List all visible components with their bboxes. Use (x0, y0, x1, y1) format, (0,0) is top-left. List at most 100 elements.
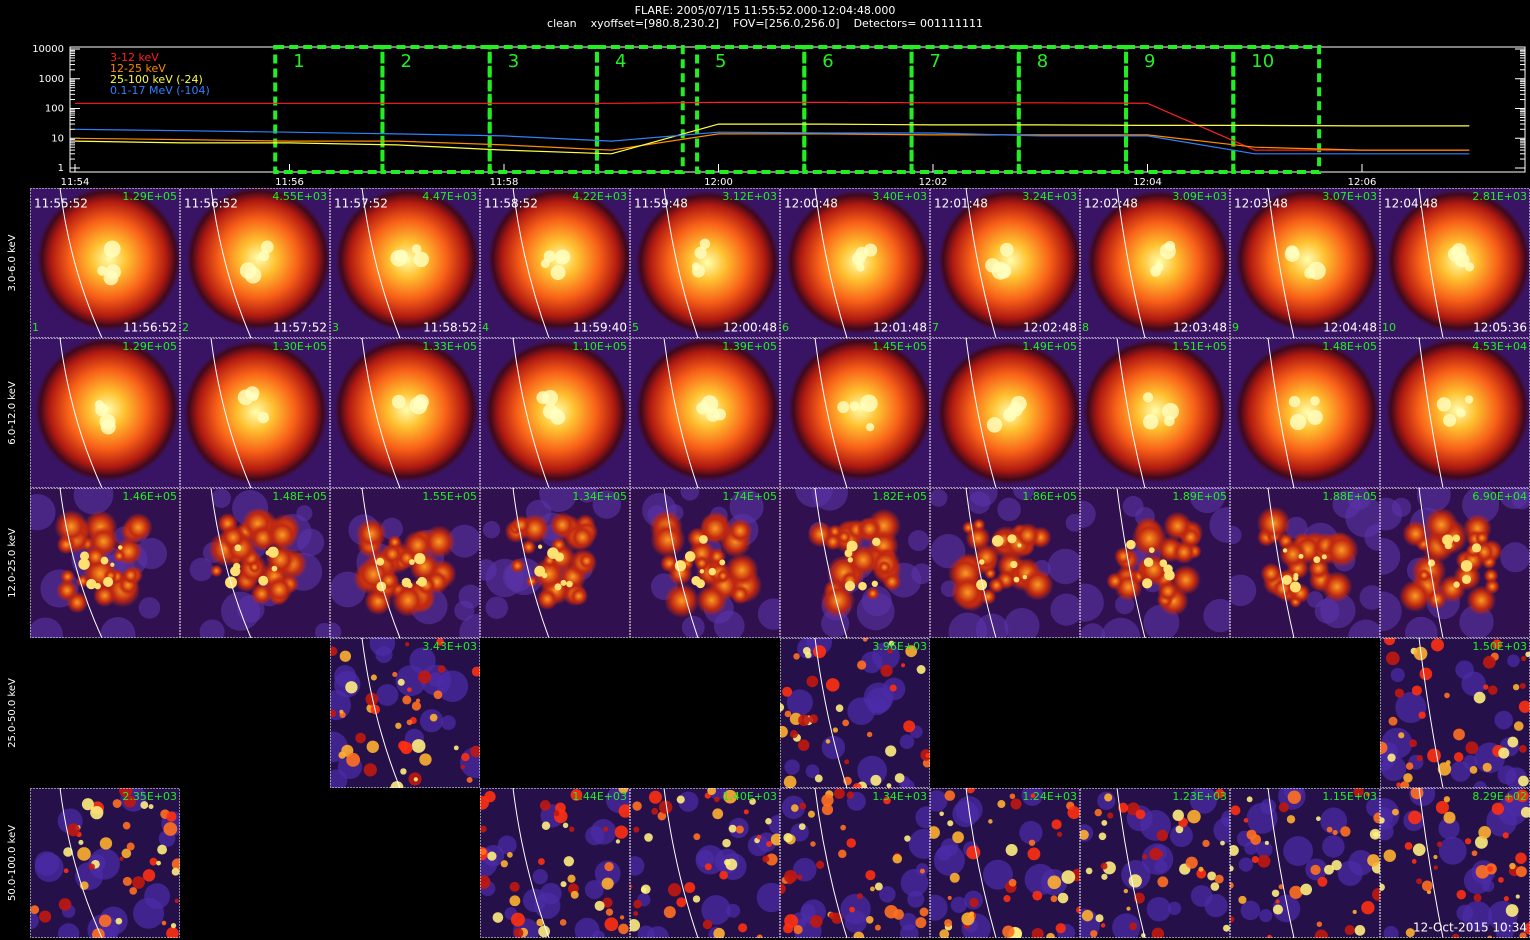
image-spot (1007, 534, 1017, 544)
image-spot (1464, 838, 1472, 845)
panel-maximum: 1.45E+05 (872, 340, 927, 353)
image-noise (1511, 489, 1530, 510)
image-spot (1516, 789, 1529, 803)
image-noise (646, 926, 669, 938)
solar-limb (1116, 338, 1146, 488)
timestamp: 12-Oct-2015 10:34 (1413, 921, 1527, 935)
panel-maximum: 2.35E+03 (122, 790, 177, 803)
image-spot (1143, 557, 1154, 568)
image-noise (747, 834, 770, 857)
image-spot (1344, 925, 1355, 936)
image-spot (1461, 574, 1472, 585)
image-spot (1008, 878, 1017, 887)
image-noise (34, 853, 64, 882)
image-spot (849, 401, 860, 412)
image-spot (471, 666, 480, 677)
image-spot (103, 576, 114, 587)
x-tick-label: 12:04 (1133, 177, 1162, 188)
image-spot (840, 824, 846, 831)
solar-limb (1267, 488, 1295, 638)
image-spot (1057, 892, 1069, 904)
image-panel (30, 788, 180, 938)
panel-maximum: 1.39E+05 (722, 340, 777, 353)
image-spot (1081, 909, 1094, 922)
image-spot (390, 781, 404, 788)
image-spot (1090, 930, 1098, 938)
image-noise (73, 488, 114, 515)
image-spot (1512, 683, 1520, 691)
image-spot (140, 801, 149, 809)
image-spot (1215, 792, 1221, 798)
image-spot (466, 776, 473, 783)
image-spot (105, 264, 121, 280)
image-clump (210, 564, 223, 578)
panel-border (780, 188, 930, 338)
solar-limb (814, 788, 848, 938)
image-spot (507, 852, 513, 858)
image-spot (735, 825, 744, 834)
image-spot (1238, 895, 1247, 904)
solar-limb (1418, 488, 1444, 638)
image-clump (265, 576, 293, 604)
image-spot (63, 868, 69, 874)
image-spot (417, 576, 427, 587)
solar-limb (210, 188, 252, 338)
image-spot (857, 660, 867, 670)
panel-end-time: 12:05:36 (1473, 321, 1527, 335)
x-tick-label: 12:06 (1348, 177, 1377, 188)
image-spot (723, 789, 738, 804)
image-spot (92, 928, 105, 938)
image-spot (1230, 844, 1239, 856)
image-spot (835, 704, 844, 713)
image-spot (163, 822, 178, 836)
panel-maximum: 3.43E+03 (422, 640, 477, 653)
image-spot (142, 869, 156, 882)
panel-maximum: 1.88E+05 (1322, 490, 1377, 503)
image-spot (1444, 542, 1452, 550)
image-spot (1310, 864, 1321, 875)
image-spot (330, 709, 337, 718)
image-spot (1492, 639, 1503, 650)
image-noise (57, 923, 80, 938)
image-spot (889, 684, 897, 692)
image-noise (1461, 671, 1486, 696)
image-noise (982, 859, 1013, 890)
image-spot (1354, 925, 1366, 936)
image-spot (1085, 867, 1093, 875)
image-spot (1331, 859, 1342, 871)
panel-maximum: 1.40E+03 (722, 790, 777, 803)
image-spot (567, 874, 576, 883)
panel-border (630, 338, 780, 488)
image-spot (1289, 581, 1301, 593)
image-spot (1010, 798, 1022, 810)
image-noise (805, 764, 820, 779)
image-spot (1361, 901, 1375, 915)
panel-maximum: 1.29E+05 (122, 190, 177, 203)
solar-limb (965, 338, 997, 488)
image-spot (691, 576, 701, 586)
image-spot (756, 834, 762, 840)
image-source (1087, 190, 1230, 335)
image-spot (693, 833, 701, 841)
solar-limb (1418, 638, 1444, 788)
image-noise (1462, 488, 1500, 524)
image-spot (1519, 932, 1527, 938)
image-noise (1203, 598, 1230, 633)
image-clump (716, 569, 730, 583)
image-spot (1202, 839, 1210, 848)
x-tick-label: 12:02 (919, 177, 948, 188)
image-spot (888, 640, 895, 647)
image-spot (894, 773, 905, 783)
image-spot (1385, 651, 1400, 666)
image-spot (1474, 835, 1488, 849)
image-spot (88, 863, 95, 870)
image-spot (258, 250, 270, 262)
image-spot (1003, 408, 1017, 422)
image-spot (765, 817, 772, 825)
image-spot (413, 777, 418, 782)
image-noise (315, 622, 330, 638)
image-spot (1300, 883, 1313, 896)
image-spot (376, 581, 387, 592)
panel-maximum: 1.34E+05 (572, 490, 627, 503)
panel-end-time: 12:02:48 (1023, 321, 1077, 335)
